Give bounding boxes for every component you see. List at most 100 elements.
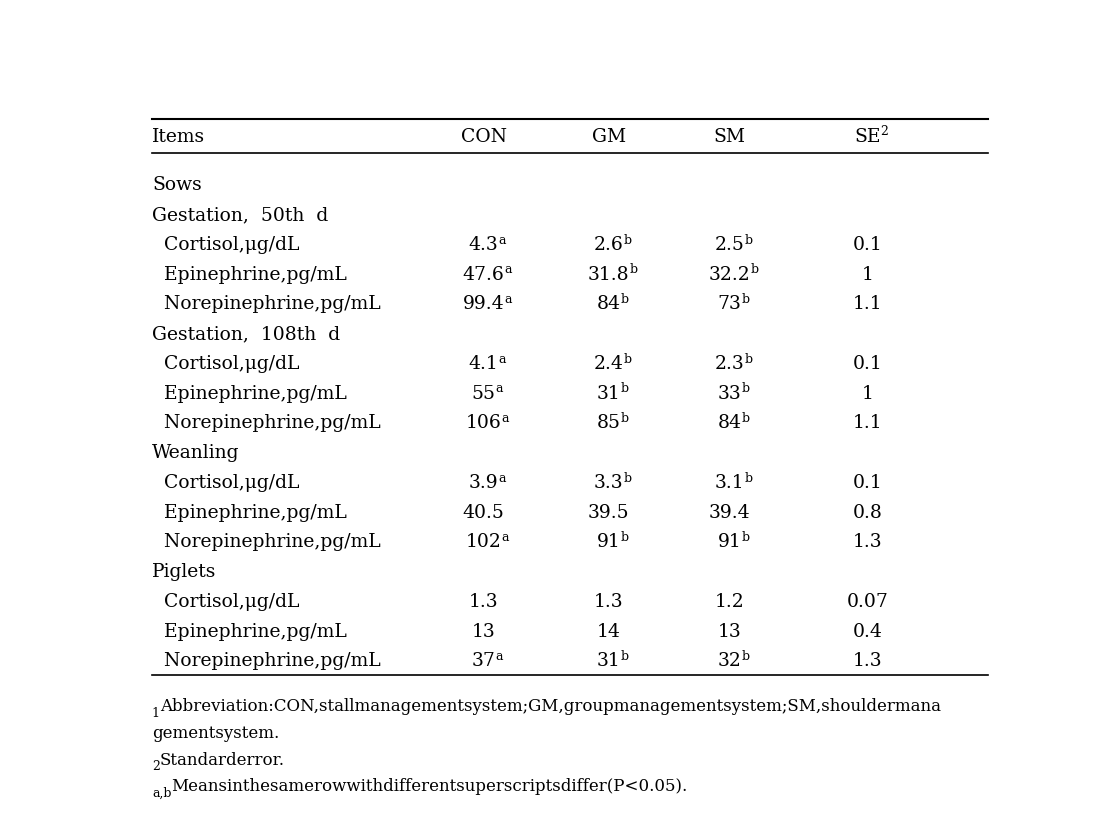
Text: a: a bbox=[505, 293, 512, 306]
Text: 102: 102 bbox=[466, 533, 502, 552]
Text: b: b bbox=[744, 353, 753, 366]
Text: Norepinephrine,pg/mL: Norepinephrine,pg/mL bbox=[152, 533, 380, 552]
Text: 1.1: 1.1 bbox=[853, 414, 882, 432]
Text: 85: 85 bbox=[597, 414, 620, 432]
Text: Epinephrine,pg/mL: Epinephrine,pg/mL bbox=[152, 266, 347, 284]
Text: 2: 2 bbox=[152, 760, 160, 773]
Text: 1.3: 1.3 bbox=[853, 533, 882, 552]
Text: 2: 2 bbox=[881, 125, 888, 138]
Text: 14: 14 bbox=[597, 622, 620, 640]
Text: Cortisol,μg/dL: Cortisol,μg/dL bbox=[152, 355, 299, 373]
Text: Standarderror.: Standarderror. bbox=[160, 751, 285, 769]
Text: 1: 1 bbox=[152, 707, 160, 720]
Text: 2.4: 2.4 bbox=[594, 355, 624, 373]
Text: Cortisol,μg/dL: Cortisol,μg/dL bbox=[152, 593, 299, 611]
Text: 91: 91 bbox=[717, 533, 742, 552]
Text: Abbreviation:CON,stallmanagementsystem;GM,groupmanagementsystem;SM,shouldermana: Abbreviation:CON,stallmanagementsystem;G… bbox=[160, 699, 941, 715]
Text: 13: 13 bbox=[717, 622, 742, 640]
Text: gementsystem.: gementsystem. bbox=[152, 725, 279, 742]
Text: 2.5: 2.5 bbox=[714, 236, 744, 254]
Text: a: a bbox=[498, 472, 506, 484]
Text: 0.1: 0.1 bbox=[852, 355, 882, 373]
Text: 32.2: 32.2 bbox=[708, 266, 751, 284]
Text: b: b bbox=[744, 472, 753, 484]
Text: 31: 31 bbox=[597, 385, 620, 403]
Text: SE: SE bbox=[854, 127, 881, 145]
Text: 13: 13 bbox=[471, 622, 496, 640]
Text: 1.3: 1.3 bbox=[594, 593, 624, 611]
Text: 84: 84 bbox=[717, 414, 742, 432]
Text: 32: 32 bbox=[717, 653, 742, 670]
Text: Norepinephrine,pg/mL: Norepinephrine,pg/mL bbox=[152, 414, 380, 432]
Text: Cortisol,μg/dL: Cortisol,μg/dL bbox=[152, 473, 299, 492]
Text: a: a bbox=[496, 382, 504, 395]
Text: Cortisol,μg/dL: Cortisol,μg/dL bbox=[152, 236, 299, 254]
Text: 31: 31 bbox=[597, 653, 620, 670]
Text: Items: Items bbox=[152, 127, 205, 145]
Text: 0.07: 0.07 bbox=[846, 593, 888, 611]
Text: b: b bbox=[624, 472, 632, 484]
Text: b: b bbox=[620, 531, 628, 544]
Text: a: a bbox=[498, 353, 506, 366]
Text: 3.9: 3.9 bbox=[469, 473, 498, 492]
Text: Epinephrine,pg/mL: Epinephrine,pg/mL bbox=[152, 504, 347, 522]
Text: 47.6: 47.6 bbox=[463, 266, 505, 284]
Text: 99.4: 99.4 bbox=[463, 295, 505, 313]
Text: 106: 106 bbox=[466, 414, 502, 432]
Text: b: b bbox=[744, 233, 753, 247]
Text: Sows: Sows bbox=[152, 177, 201, 194]
Text: 0.1: 0.1 bbox=[852, 473, 882, 492]
Text: 1: 1 bbox=[862, 385, 873, 403]
Text: 40.5: 40.5 bbox=[463, 504, 505, 522]
Text: b: b bbox=[751, 263, 758, 276]
Text: b: b bbox=[742, 382, 749, 395]
Text: 2.6: 2.6 bbox=[594, 236, 624, 254]
Text: a,b: a,b bbox=[152, 787, 171, 800]
Text: 1.2: 1.2 bbox=[714, 593, 744, 611]
Text: 1.1: 1.1 bbox=[853, 295, 882, 313]
Text: Meansinthesamerowwithdifferentsuperscriptsdiffer(P<0.05).: Meansinthesamerowwithdifferentsuperscrip… bbox=[171, 778, 687, 795]
Text: a: a bbox=[498, 233, 506, 247]
Text: 55: 55 bbox=[471, 385, 496, 403]
Text: GM: GM bbox=[592, 127, 626, 145]
Text: 1.3: 1.3 bbox=[469, 593, 498, 611]
Text: 84: 84 bbox=[597, 295, 620, 313]
Text: 4.1: 4.1 bbox=[469, 355, 498, 373]
Text: 0.1: 0.1 bbox=[852, 236, 882, 254]
Text: Piglets: Piglets bbox=[152, 563, 217, 581]
Text: SM: SM bbox=[713, 127, 745, 145]
Text: 0.4: 0.4 bbox=[852, 622, 882, 640]
Text: b: b bbox=[620, 293, 628, 306]
Text: b: b bbox=[629, 263, 637, 276]
Text: 31.8: 31.8 bbox=[588, 266, 629, 284]
Text: 39.4: 39.4 bbox=[708, 504, 751, 522]
Text: Epinephrine,pg/mL: Epinephrine,pg/mL bbox=[152, 385, 347, 403]
Text: 91: 91 bbox=[597, 533, 620, 552]
Text: b: b bbox=[620, 412, 628, 425]
Text: 37: 37 bbox=[471, 653, 496, 670]
Text: 33: 33 bbox=[717, 385, 742, 403]
Text: 39.5: 39.5 bbox=[588, 504, 629, 522]
Text: b: b bbox=[620, 650, 628, 663]
Text: b: b bbox=[742, 293, 749, 306]
Text: CON: CON bbox=[460, 127, 507, 145]
Text: Gestation,  108th  d: Gestation, 108th d bbox=[152, 325, 340, 343]
Text: 1.3: 1.3 bbox=[853, 653, 882, 670]
Text: 3.1: 3.1 bbox=[715, 473, 744, 492]
Text: b: b bbox=[624, 353, 632, 366]
Text: a: a bbox=[502, 531, 509, 544]
Text: 3.3: 3.3 bbox=[594, 473, 624, 492]
Text: b: b bbox=[742, 531, 749, 544]
Text: a: a bbox=[505, 263, 513, 276]
Text: a: a bbox=[502, 412, 509, 425]
Text: b: b bbox=[624, 233, 632, 247]
Text: 0.8: 0.8 bbox=[852, 504, 882, 522]
Text: Norepinephrine,pg/mL: Norepinephrine,pg/mL bbox=[152, 653, 380, 670]
Text: 73: 73 bbox=[717, 295, 742, 313]
Text: Gestation,  50th  d: Gestation, 50th d bbox=[152, 206, 328, 224]
Text: Norepinephrine,pg/mL: Norepinephrine,pg/mL bbox=[152, 295, 380, 313]
Text: 4.3: 4.3 bbox=[469, 236, 498, 254]
Text: a: a bbox=[496, 650, 503, 663]
Text: b: b bbox=[742, 412, 749, 425]
Text: b: b bbox=[620, 382, 628, 395]
